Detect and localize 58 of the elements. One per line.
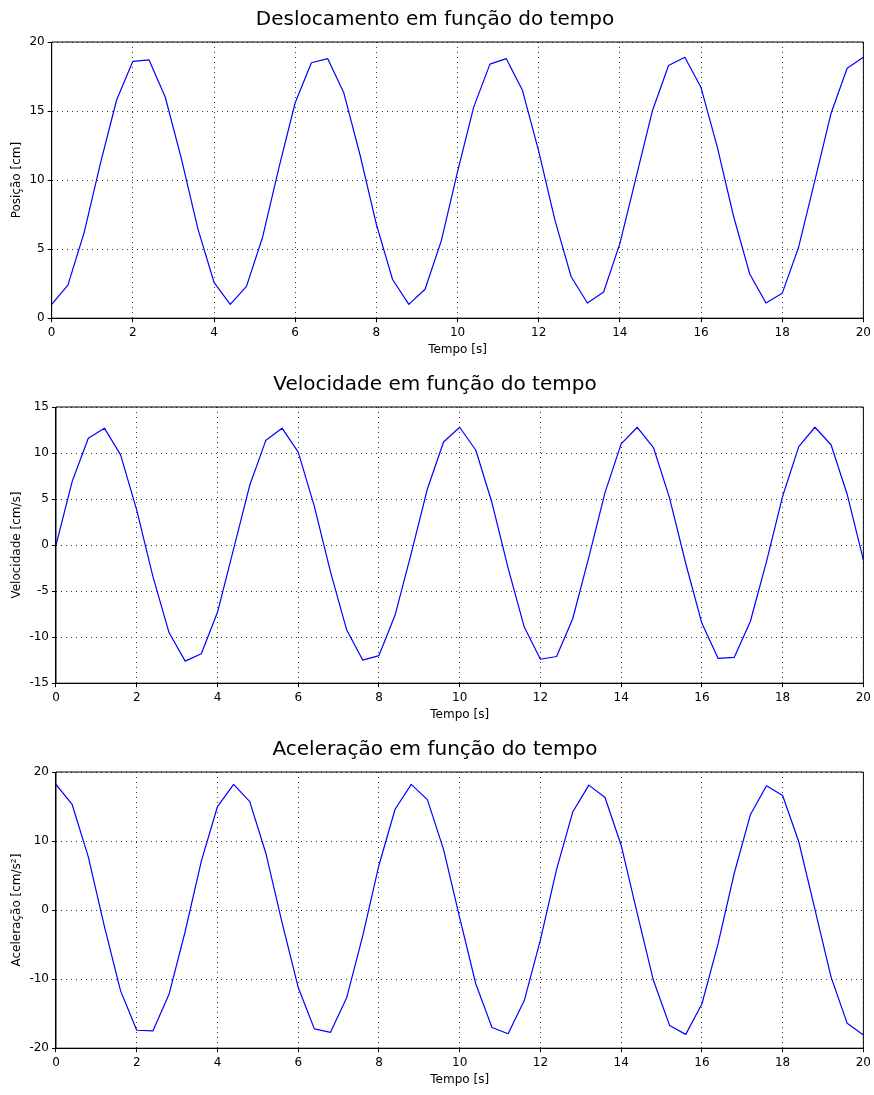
y-tick-label: 5: [41, 491, 49, 506]
x-tick-label: 2: [132, 689, 141, 704]
x-tick-label: 4: [210, 324, 218, 339]
x-axis-title: Tempo [s]: [427, 341, 487, 356]
x-tick-label: 20: [855, 689, 872, 704]
y-axis-title: Posição [cm]: [9, 141, 24, 219]
y-tick-label: 20: [29, 34, 45, 49]
x-tick-label: 12: [531, 324, 547, 339]
x-axis-title: Tempo [s]: [429, 706, 490, 721]
y-tick-label: 15: [33, 399, 49, 414]
x-tick-label: 12: [532, 1054, 549, 1069]
x-tick-label: 10: [449, 324, 466, 339]
y-axis-title: Aceleração [cm/s²]: [9, 853, 24, 967]
chart-title: Deslocamento em função do tempo: [255, 6, 615, 31]
x-tick-label: 10: [452, 689, 468, 704]
x-tick-label: 8: [375, 1054, 383, 1069]
y-tick-label: 20: [33, 764, 49, 779]
x-tick-label: 8: [375, 689, 383, 704]
x-tick-label: 16: [693, 324, 709, 339]
x-tick-label: 2: [132, 1054, 141, 1069]
x-axis-title: Tempo [s]: [429, 1071, 490, 1086]
x-tick-label: 6: [294, 1054, 303, 1069]
x-tick-label: 6: [291, 324, 299, 339]
y-tick-label: -5: [37, 583, 49, 598]
x-tick-label: 4: [213, 1054, 222, 1069]
x-tick-label: 14: [612, 324, 628, 339]
y-tick-label: -10: [29, 971, 49, 986]
x-tick-label: 18: [774, 689, 791, 704]
y-tick-label: 10: [33, 833, 49, 848]
x-tick-label: 18: [774, 324, 790, 339]
x-tick-label: 10: [452, 1054, 468, 1069]
y-tick-label: 0: [37, 310, 45, 325]
y-tick-label: 0: [41, 537, 49, 552]
x-tick-label: 18: [774, 1054, 791, 1069]
y-tick-label: -15: [29, 675, 49, 690]
x-tick-label: 16: [694, 689, 710, 704]
chart-title: Aceleração em função do tempo: [272, 736, 598, 761]
x-tick-label: 12: [532, 689, 549, 704]
y-tick-label: -20: [29, 1040, 49, 1055]
y-tick-label: 15: [29, 103, 45, 118]
y-tick-label: 0: [41, 902, 49, 917]
x-tick-label: 2: [129, 324, 137, 339]
x-tick-label: 0: [52, 1054, 60, 1069]
x-tick-label: 0: [52, 689, 60, 704]
x-tick-label: 4: [213, 689, 222, 704]
y-tick-label: 10: [29, 172, 45, 187]
x-tick-label: 14: [613, 1054, 629, 1069]
x-tick-label: 14: [613, 689, 629, 704]
y-tick-label: 5: [37, 241, 45, 256]
y-tick-label: 10: [33, 445, 49, 460]
x-tick-label: 20: [855, 1054, 872, 1069]
x-tick-label: 16: [694, 1054, 710, 1069]
x-tick-label: 20: [855, 324, 872, 339]
chart-title: Velocidade em função do tempo: [273, 371, 597, 396]
y-tick-label: -10: [29, 629, 49, 644]
x-tick-label: 6: [294, 689, 303, 704]
y-axis-title: Velocidade [cm/s]: [9, 491, 24, 599]
x-tick-label: 8: [372, 324, 381, 339]
